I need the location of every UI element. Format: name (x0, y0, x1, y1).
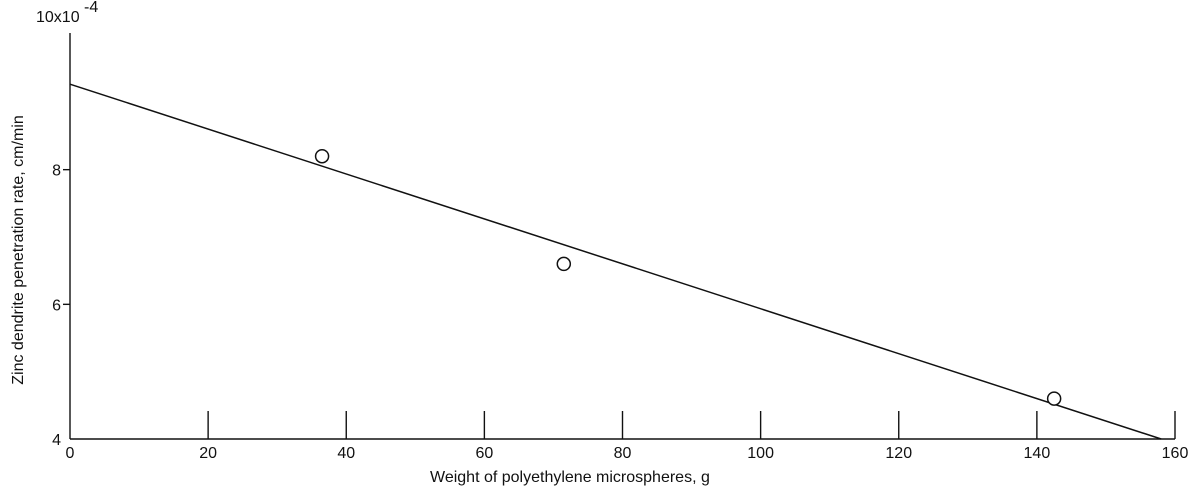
data-points (314, 148, 1062, 406)
y-axis-multiplier-exponent: -4 (84, 0, 98, 16)
data-point (314, 148, 330, 164)
data-point (1046, 391, 1062, 406)
x-tick-label: 80 (614, 445, 632, 462)
y-tick-label: 6 (52, 297, 61, 314)
fit-line-group (69, 83, 1162, 440)
x-tick-label: 20 (199, 445, 217, 462)
y-tick-label: 4 (52, 432, 61, 449)
x-axis-ticks: 0 20 40 60 80 100 120 140 160 (66, 411, 1189, 462)
y-tick-label: 8 (52, 163, 61, 180)
x-tick-label: 120 (885, 445, 912, 462)
x-tick-label: 140 (1024, 445, 1051, 462)
x-tick-label: 100 (747, 445, 774, 462)
x-tick-label: 60 (475, 445, 493, 462)
x-axis-label: Weight of polyethylene microspheres, g (430, 469, 710, 486)
data-point (556, 256, 572, 272)
y-axis-ticks: 4 6 8 (52, 163, 70, 449)
axes (69, 33, 1175, 440)
fit-line (69, 83, 1162, 440)
x-tick-label: 0 (66, 445, 75, 462)
x-tick-label: 40 (337, 445, 355, 462)
y-axis-multiplier: 10x10 (36, 9, 80, 26)
y-axis-label: Zinc dendrite penetration rate, cm/min (10, 115, 27, 384)
x-tick-label: 160 (1162, 445, 1189, 462)
